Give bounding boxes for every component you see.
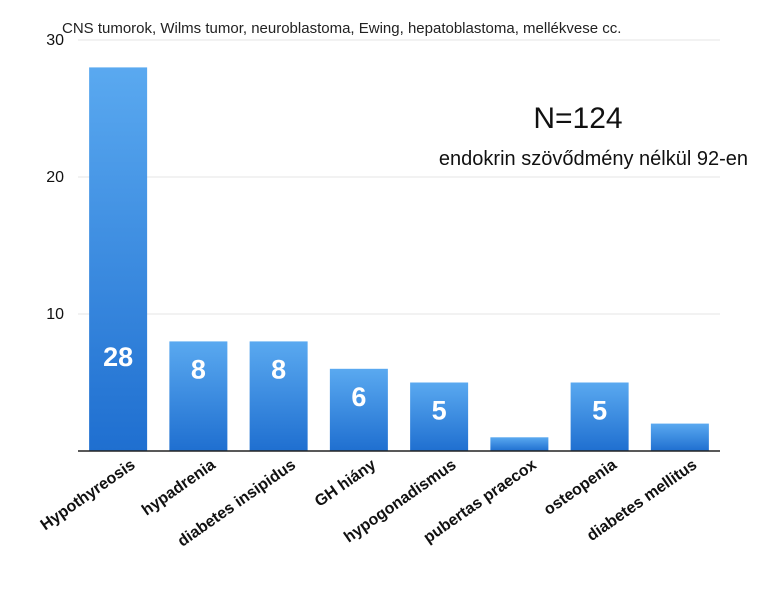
grid [78, 39, 720, 315]
bar-pubertas-praecox [490, 437, 549, 451]
x-tick-label: hypadrenia [139, 456, 219, 519]
chart-subtitle: CNS tumorok, Wilms tumor, neuroblastoma,… [62, 20, 621, 37]
y-tick-label: 10 [46, 306, 64, 323]
data-label: 28 [103, 342, 133, 372]
bar-diabetes-insipidus [249, 341, 308, 451]
bar-hypothyreosis [89, 67, 148, 452]
y-tick-label: 30 [46, 32, 64, 49]
data-label: 8 [271, 354, 286, 384]
data-label: 6 [351, 382, 366, 412]
x-tick-label: GH hiány [312, 456, 379, 510]
bar-hypadrenia [169, 341, 228, 451]
data-label: 5 [592, 396, 607, 426]
note-annotation: endokrin szövődmény nélkül 92-en [439, 148, 748, 170]
y-tick-label: 20 [46, 169, 64, 186]
bar-hypogonadismus [410, 382, 469, 451]
bar-osteopenia [570, 382, 629, 451]
x-tick-label: Hypothyreosis [38, 456, 139, 534]
y-axis-ticks: 10 20 30 [46, 32, 64, 323]
x-tick-label: osteopenia [541, 456, 620, 518]
bar-gh-hiány [329, 368, 388, 451]
data-label: 8 [191, 354, 206, 384]
data-label: 5 [432, 396, 447, 426]
data-labels: 28 8 8 6 5 5 [103, 342, 607, 426]
sample-size-annotation: N=124 [533, 102, 622, 135]
bars [89, 67, 709, 452]
bar-diabetes-mellitus [650, 423, 709, 451]
